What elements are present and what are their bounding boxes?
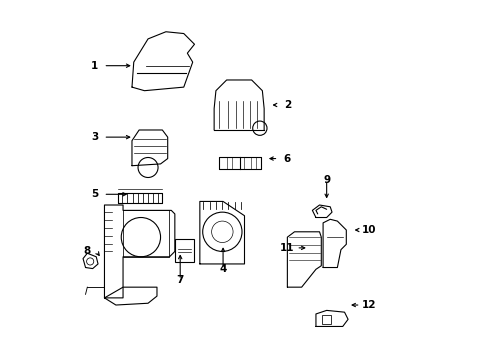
- Text: 3: 3: [91, 132, 98, 142]
- Text: 8: 8: [83, 247, 91, 256]
- Bar: [175, 239, 194, 262]
- Bar: [322, 315, 331, 324]
- Text: 4: 4: [219, 264, 226, 274]
- Text: 12: 12: [362, 300, 376, 310]
- Text: 1: 1: [91, 61, 98, 71]
- Text: 2: 2: [283, 100, 290, 110]
- Text: 11: 11: [280, 243, 294, 253]
- Text: 10: 10: [362, 225, 376, 235]
- Text: 6: 6: [283, 154, 290, 163]
- Text: 7: 7: [176, 275, 183, 285]
- Text: 5: 5: [91, 189, 98, 199]
- Text: 9: 9: [323, 175, 329, 185]
- Bar: [123, 210, 169, 257]
